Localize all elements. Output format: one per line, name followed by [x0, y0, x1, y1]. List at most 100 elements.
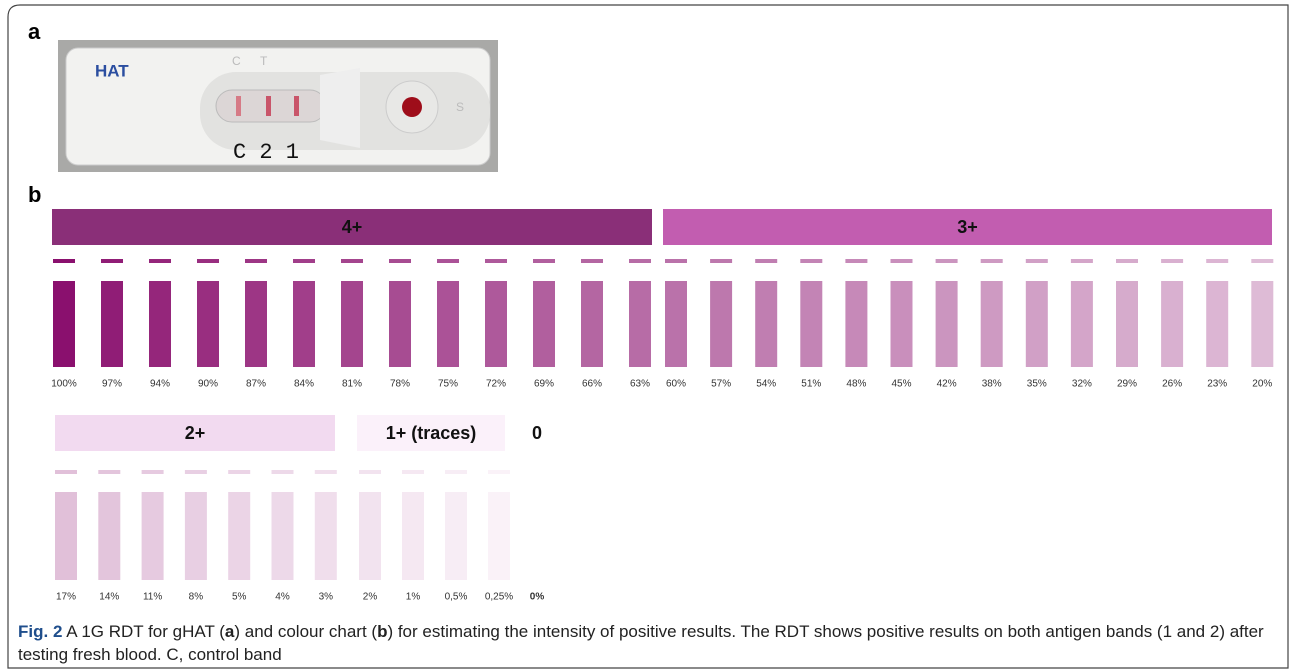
swatch-dash: [228, 470, 250, 474]
swatch-label: 32%: [1072, 379, 1092, 390]
swatch-dash: [665, 259, 687, 263]
swatch: [53, 281, 75, 367]
swatch: [1251, 281, 1273, 367]
swatch-dash: [485, 259, 507, 263]
swatch-label: 57%: [711, 379, 731, 390]
swatch-dash: [445, 470, 467, 474]
swatch: [485, 281, 507, 367]
swatch-label: 17%: [56, 592, 76, 603]
figure: a HAT C T S C 2 1 b 4+100%97%94%90%87%84…: [0, 0, 1290, 672]
swatch: [149, 281, 171, 367]
swatch: [981, 281, 1003, 367]
swatch-dash: [341, 259, 363, 263]
swatch: [629, 281, 651, 367]
swatch-dash: [101, 259, 123, 263]
group-label: 1+ (traces): [386, 423, 477, 443]
swatch: [245, 281, 267, 367]
swatch-dash: [1161, 259, 1183, 263]
swatch: [142, 492, 164, 580]
swatch-dash: [1206, 259, 1228, 263]
swatch-label: 66%: [582, 379, 602, 390]
swatch: [1206, 281, 1228, 367]
swatch-dash: [293, 259, 315, 263]
swatch: [389, 281, 411, 367]
swatch-dash: [1071, 259, 1093, 263]
swatch: [98, 492, 120, 580]
swatch-label: 63%: [630, 379, 650, 390]
swatch: [402, 492, 424, 580]
swatch-label: 94%: [150, 379, 170, 390]
swatch: [936, 281, 958, 367]
swatch-label: 14%: [99, 592, 119, 603]
swatch-dash: [981, 259, 1003, 263]
swatch-dash: [402, 470, 424, 474]
swatch-label: 38%: [982, 379, 1002, 390]
swatch-dash: [315, 470, 337, 474]
swatch-label: 84%: [294, 379, 314, 390]
swatch-dash: [98, 470, 120, 474]
swatch-dash: [800, 259, 822, 263]
group-label: 4+: [342, 217, 363, 237]
swatch: [55, 492, 77, 580]
swatch-dash: [1026, 259, 1048, 263]
device-brand: HAT: [95, 61, 129, 80]
swatch: [1116, 281, 1138, 367]
swatch-label: 3%: [319, 592, 334, 603]
swatch: [293, 281, 315, 367]
swatch: [533, 281, 555, 367]
band: [236, 96, 241, 116]
swatch-label: 100%: [51, 379, 77, 390]
swatch-label: 4%: [275, 592, 290, 603]
swatch-dash: [845, 259, 867, 263]
swatch-dash: [1116, 259, 1138, 263]
band-labels: C 2 1: [233, 140, 299, 165]
swatch-label: 97%: [102, 379, 122, 390]
caption: Fig. 2 A 1G RDT for gHAT (a) and colour …: [18, 620, 1273, 666]
swatch-dash: [185, 470, 207, 474]
caption-text: A 1G RDT for gHAT (: [62, 622, 225, 641]
swatch-label: 69%: [534, 379, 554, 390]
swatch-label: 23%: [1207, 379, 1227, 390]
swatch: [755, 281, 777, 367]
group-label: 3+: [957, 217, 978, 237]
swatch-label: 0,5%: [445, 592, 468, 603]
swatch: [488, 492, 510, 580]
swatch-dash: [55, 470, 77, 474]
swatch-label: 45%: [891, 379, 911, 390]
swatch-label: 51%: [801, 379, 821, 390]
swatch-label: 81%: [342, 379, 362, 390]
swatch-label: 42%: [937, 379, 957, 390]
swatch-dash: [272, 470, 294, 474]
rdt-photo: HAT C T S C 2 1: [58, 40, 498, 172]
swatch: [581, 281, 603, 367]
swatch: [710, 281, 732, 367]
swatch-dash: [581, 259, 603, 263]
swatch-label: 90%: [198, 379, 218, 390]
figure-number: Fig. 2: [18, 622, 62, 641]
swatch-label: 1%: [406, 592, 421, 603]
swatch-label: 0,25%: [485, 592, 513, 603]
swatch-dash: [149, 259, 171, 263]
swatch: [1026, 281, 1048, 367]
swatch-dash: [936, 259, 958, 263]
swatch-dash: [53, 259, 75, 263]
caption-text: ) and colour chart (: [234, 622, 377, 641]
swatch-label: 26%: [1162, 379, 1182, 390]
swatch-label: 5%: [232, 592, 247, 603]
swatch: [228, 492, 250, 580]
swatch-dash: [245, 259, 267, 263]
swatch-dash: [710, 259, 732, 263]
group-label: 0: [532, 423, 542, 443]
swatch-label: 75%: [438, 379, 458, 390]
swatch: [341, 281, 363, 367]
swatch-label: 54%: [756, 379, 776, 390]
swatch-label: 20%: [1252, 379, 1272, 390]
swatch-dash: [629, 259, 651, 263]
swatch: [891, 281, 913, 367]
page: a HAT C T S C 2 1 b 4+100%97%94%90%87%84…: [0, 0, 1290, 672]
panel-label: a: [28, 19, 41, 44]
swatch-label: 2%: [363, 592, 378, 603]
swatch-dash: [891, 259, 913, 263]
swatch: [437, 281, 459, 367]
swatch-dash: [1251, 259, 1273, 263]
